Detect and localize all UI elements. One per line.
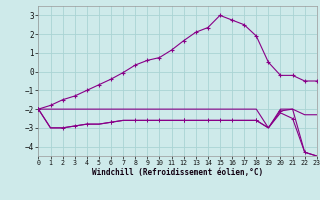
X-axis label: Windchill (Refroidissement éolien,°C): Windchill (Refroidissement éolien,°C) [92,168,263,177]
